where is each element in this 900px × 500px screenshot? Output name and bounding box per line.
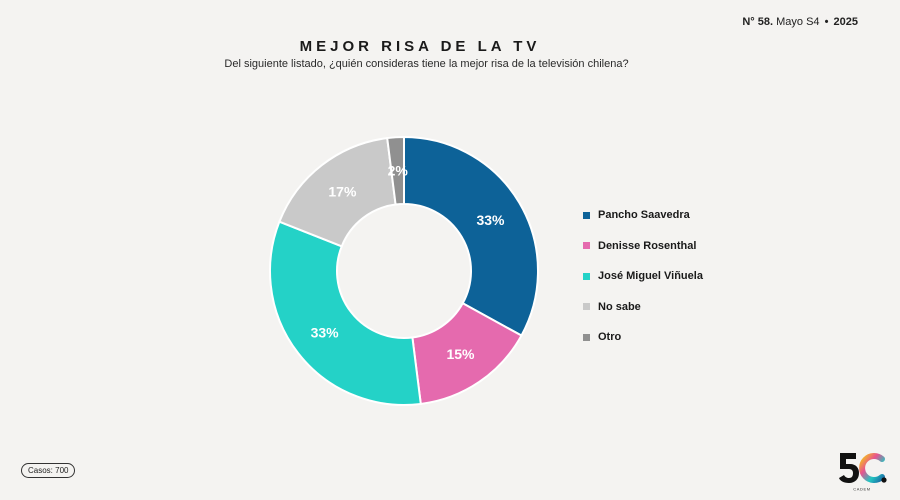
legend-item: Denisse Rosenthal xyxy=(583,231,703,262)
legend-label: Pancho Saavedra xyxy=(598,209,690,222)
legend-item: Pancho Saavedra xyxy=(583,200,703,231)
issue-separator: • xyxy=(824,16,829,28)
data-label: 17% xyxy=(328,184,357,200)
legend-swatch xyxy=(583,303,590,311)
legend-swatch xyxy=(583,242,590,250)
issue-year: 2025 xyxy=(833,16,858,28)
data-label: 2% xyxy=(388,163,409,179)
issue-period: Mayo S4 xyxy=(776,16,820,28)
chart-title: MEJOR RISA DE LA TV xyxy=(299,38,541,55)
cases-badge: Casos: 700 xyxy=(21,463,76,478)
legend-item: No sabe xyxy=(583,292,703,323)
legend-label: Otro xyxy=(598,331,622,344)
slice-pancho-saavedra xyxy=(403,135,539,337)
legend-label: Denisse Rosenthal xyxy=(598,239,697,252)
legend-swatch xyxy=(583,211,590,219)
data-label: 15% xyxy=(446,346,475,362)
legend-swatch xyxy=(583,333,590,341)
chart-legend: Pancho Saavedra Denisse Rosenthal José Mig… xyxy=(583,200,703,353)
legend-item: José Miguel Viñuela xyxy=(583,261,703,292)
legend-label: José Miguel Viñuela xyxy=(598,270,703,283)
slice-jos-miguel-vi-uela xyxy=(269,220,422,406)
logo-subtext: CADEM xyxy=(853,487,870,492)
legend-label: No sabe xyxy=(598,300,641,313)
cadem-logo: CADEM xyxy=(839,453,887,492)
data-label: 33% xyxy=(311,325,340,341)
slice-otro xyxy=(386,135,405,206)
chart-subtitle: Del siguiente listado, ¿quién consideras… xyxy=(224,58,629,70)
issue-info: N° 58. Mayo S4 • 2025 xyxy=(742,16,858,28)
data-label: 33% xyxy=(476,212,505,228)
issue-prefix: N° xyxy=(742,16,755,28)
legend-item: Otro xyxy=(583,322,703,353)
legend-swatch xyxy=(583,272,590,280)
issue-number: 58. xyxy=(757,16,774,28)
